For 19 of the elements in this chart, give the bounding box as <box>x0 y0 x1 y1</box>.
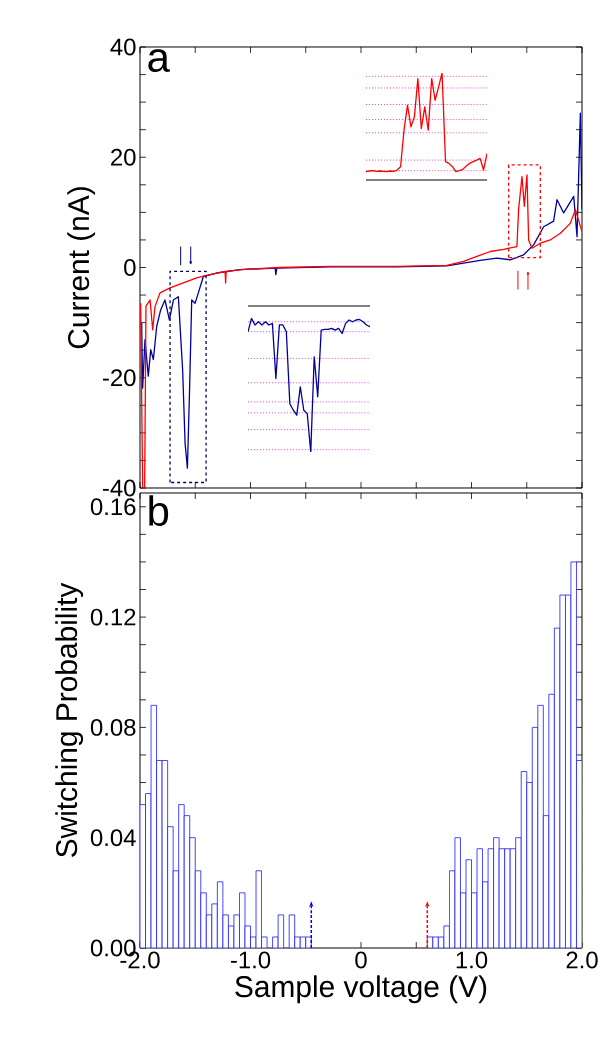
y-axis-title: Switching Probability <box>55 582 84 858</box>
y-tick-label: 0.08 <box>90 718 136 736</box>
y-tick-label: 0 <box>124 259 136 276</box>
chart-title: a <box>148 49 170 73</box>
y-tick-label: 0.04 <box>90 829 136 847</box>
y-axis-title: Current (nA) <box>67 187 96 349</box>
x-tick-label: 2.0 <box>566 951 598 969</box>
y-tick-label: 20 <box>111 148 136 166</box>
y-tick-label: 0.12 <box>90 608 136 626</box>
y-tick-label: 0.16 <box>90 498 136 516</box>
y-tick-label: -20 <box>102 369 136 387</box>
x-tick-label: 0 <box>355 951 367 969</box>
x-tick-label: 1.0 <box>456 951 488 969</box>
y-tick-label: -40 <box>102 479 136 497</box>
line-series <box>141 112 582 469</box>
x-axis-title: Sample voltage (V) <box>235 975 487 1004</box>
x-tick-label: -1.0 <box>230 951 271 969</box>
y-tick-label: 40 <box>110 38 136 56</box>
chart-title: b <box>149 495 169 526</box>
